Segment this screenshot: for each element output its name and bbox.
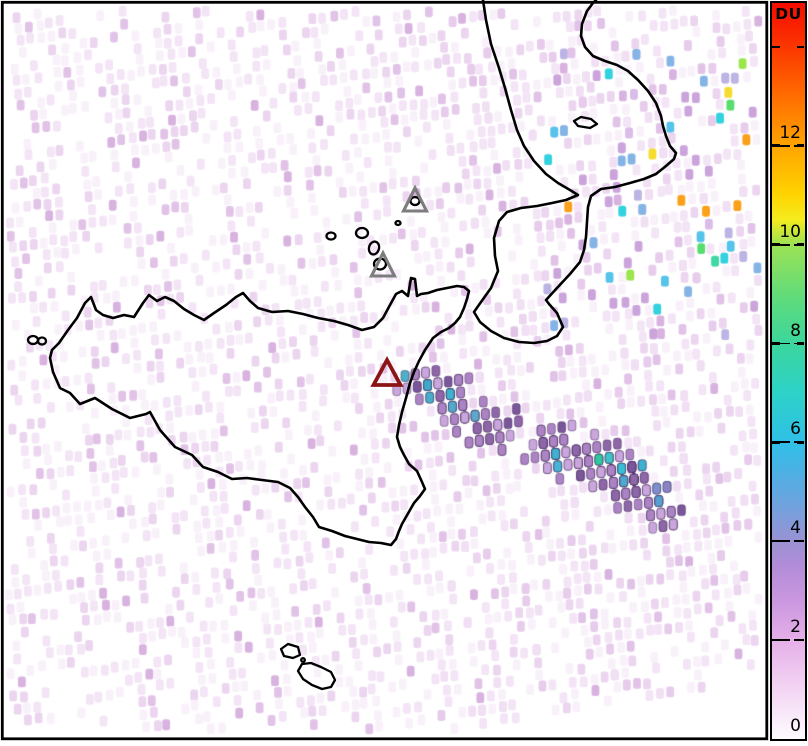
map-border	[0, 0, 769, 741]
colorbar-tick-label: 12	[779, 122, 801, 143]
colorbar-tick-line	[772, 342, 790, 345]
colorbar: 12 10 8 6 4 2 0 DU	[770, 1, 807, 741]
colorbar-tick-dash	[772, 638, 780, 642]
stromboli-volcano-marker	[400, 184, 430, 213]
comino-island	[300, 657, 306, 663]
colorbar-tick-label: 0	[790, 716, 801, 736]
colorbar-tick-label: 6	[790, 419, 801, 440]
colorbar-tick-dash	[772, 45, 780, 49]
calabria-coastline	[472, 0, 678, 345]
colorbar-tick-line	[772, 144, 790, 147]
marettimo-island	[26, 334, 40, 346]
colorbar-tick-dash	[796, 243, 804, 246]
colorbar-tick-dash	[772, 243, 780, 246]
colorbar-tick-dash	[796, 45, 804, 49]
filicudi-island	[325, 231, 337, 241]
favignana-island	[36, 336, 48, 346]
colorbar-tick-dash	[796, 539, 804, 543]
colorbar-tick-label: 10	[779, 221, 801, 242]
colorbar-tick-dash	[772, 539, 780, 543]
salina-island	[354, 226, 370, 240]
colorbar-tick-line	[772, 441, 790, 444]
colorbar-tick-label: 2	[790, 617, 801, 638]
coastal-lagoon	[572, 115, 599, 130]
gozo-island	[279, 642, 302, 660]
colorbar-tick-label: 4	[790, 518, 801, 539]
colorbar-tick-line	[772, 540, 790, 543]
colorbar-unit-label: DU	[775, 5, 802, 23]
colorbar-tick-dash	[796, 638, 804, 642]
colorbar-gradient	[772, 3, 805, 739]
colorbar-tick-line	[772, 243, 790, 246]
colorbar-tick-line	[772, 639, 790, 641]
colorbar-tick-dash	[796, 144, 804, 148]
colorbar-tick-dash	[796, 342, 804, 345]
panarea-island	[394, 219, 402, 227]
malta-island	[296, 661, 337, 691]
etna-volcano-marker	[370, 356, 404, 387]
lipari-island	[367, 240, 381, 256]
colorbar-tick-dash	[796, 440, 804, 444]
stromboli-island	[409, 195, 421, 207]
colorbar-tick-dash	[772, 144, 780, 148]
colorbar-tick-dash	[772, 440, 780, 444]
colorbar-tick-dash	[772, 342, 780, 345]
colorbar-tick-label: 8	[790, 320, 801, 341]
sicily-coastline	[48, 276, 471, 547]
vulcano-volcano-marker	[368, 249, 398, 278]
